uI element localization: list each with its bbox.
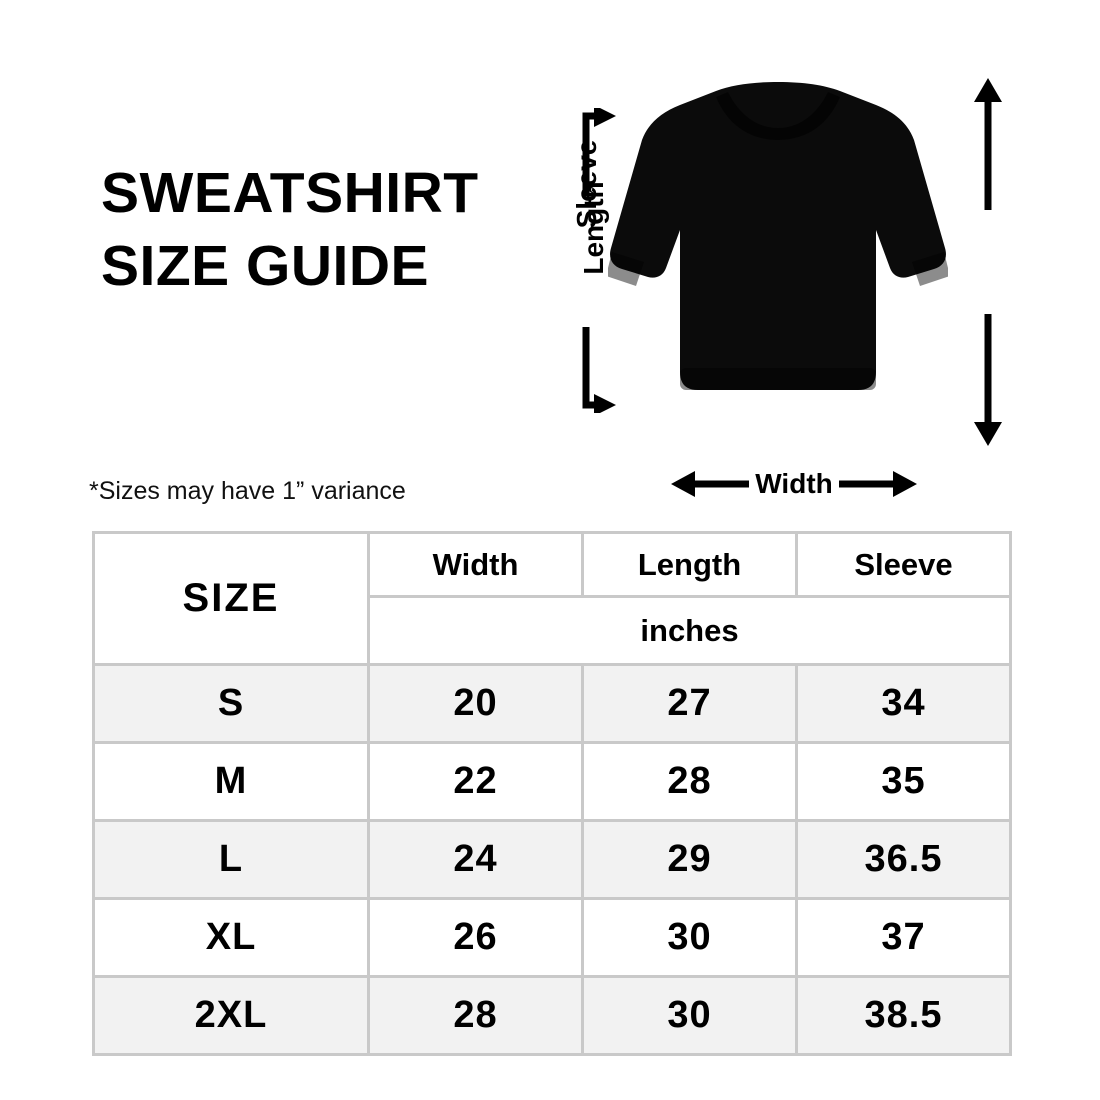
cell-size: 2XL — [92, 975, 370, 1056]
arrow-right-icon — [838, 471, 917, 497]
cell-sleeve: 38.5 — [795, 975, 1012, 1056]
cell-length: 30 — [581, 975, 798, 1056]
header-length: Length — [581, 531, 798, 598]
table-row: S 20 27 34 — [92, 663, 1012, 744]
size-chart-table: SIZE Width Length Sleeve inches S 20 27 … — [92, 531, 1012, 1056]
page-title-line-1: SWEATSHIRT — [101, 161, 479, 225]
header-size: SIZE — [92, 531, 370, 666]
cell-width: 26 — [367, 897, 584, 978]
length-measure-label: Length — [578, 181, 609, 275]
sweatshirt-icon — [608, 82, 948, 390]
header-sleeve: Sleeve — [795, 531, 1012, 598]
garment-illustration: Sleeve Length Width — [560, 60, 1060, 510]
table-header-row-1: SIZE Width Length Sleeve — [92, 531, 1012, 666]
cell-length: 27 — [581, 663, 798, 744]
table-row: L 24 29 36.5 — [92, 819, 1012, 900]
cell-width: 24 — [367, 819, 584, 900]
table-header-row-2: inches — [94, 595, 1012, 666]
cell-size: XL — [92, 897, 370, 978]
cell-size: S — [92, 663, 370, 744]
variance-disclaimer: *Sizes may have 1” variance — [89, 477, 406, 505]
cell-size: M — [92, 741, 370, 822]
table-row: 2XL 28 30 38.5 — [92, 975, 1012, 1056]
arrow-left-icon — [671, 471, 750, 497]
table-row: M 22 28 35 — [92, 741, 1012, 822]
cell-sleeve: 37 — [795, 897, 1012, 978]
cell-width: 28 — [367, 975, 584, 1056]
width-measure-arrow: Width — [654, 458, 934, 510]
cell-sleeve: 36.5 — [795, 819, 1012, 900]
table-row: XL 26 30 37 — [92, 897, 1012, 978]
page-title-line-2: SIZE GUIDE — [101, 234, 430, 298]
cell-size: L — [92, 819, 370, 900]
cell-sleeve: 35 — [795, 741, 1012, 822]
cell-width: 22 — [367, 741, 584, 822]
cell-sleeve: 34 — [795, 663, 1012, 744]
cell-length: 29 — [581, 819, 798, 900]
cell-length: 30 — [581, 897, 798, 978]
cell-width: 20 — [367, 663, 584, 744]
header-width: Width — [367, 531, 584, 598]
page-title: SWEATSHIRT SIZE GUIDE — [101, 157, 571, 303]
length-measure-arrow — [974, 78, 1002, 446]
table-body: S 20 27 34 M 22 28 35 L 24 29 36.5 XL 26… — [92, 663, 1012, 1056]
cell-length: 28 — [581, 741, 798, 822]
header-units: inches — [367, 595, 1012, 666]
sleeve-measure-arrow — [582, 108, 616, 413]
width-measure-label: Width — [755, 468, 833, 499]
